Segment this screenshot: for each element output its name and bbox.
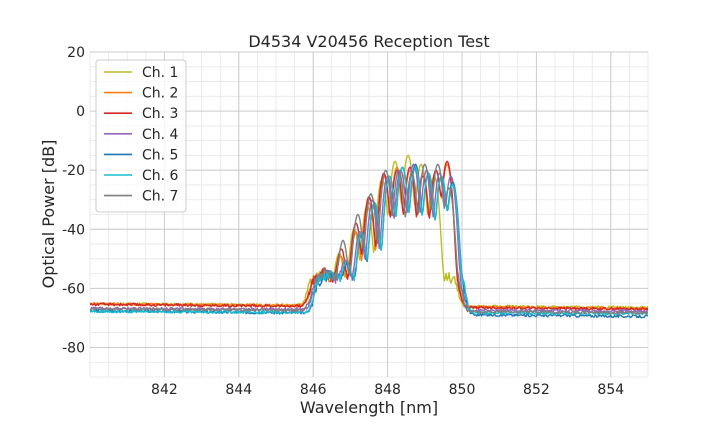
plot-area <box>90 154 648 319</box>
series-line-ch-7 <box>90 163 648 315</box>
x-tick-label: 844 <box>225 382 252 398</box>
y-tick-label: 0 <box>76 104 85 120</box>
y-axis-label: Optical Power [dB] <box>39 140 58 289</box>
legend-label-ch-1: Ch. 1 <box>142 65 178 81</box>
y-tick-label: 20 <box>67 45 85 61</box>
legend-label-ch-7: Ch. 7 <box>142 189 178 205</box>
x-tick-label: 846 <box>300 382 327 398</box>
x-tick-label: 850 <box>449 382 476 398</box>
x-axis-label: Wavelength [nm] <box>300 398 438 417</box>
legend-label-ch-5: Ch. 5 <box>142 147 178 163</box>
legend-box <box>95 59 187 213</box>
x-tick-label: 848 <box>374 382 401 398</box>
chart-title: D4534 V20456 Reception Test <box>248 32 489 51</box>
legend-label-ch-4: Ch. 4 <box>142 127 179 143</box>
x-axis-ticks: 842 844 846 848 850 852 854 <box>151 382 624 398</box>
legend-label-ch-6: Ch. 6 <box>142 168 179 184</box>
y-tick-label: -80 <box>62 340 85 356</box>
series-lines <box>90 154 648 319</box>
y-axis-ticks: 20 0 -20 -40 -60 -80 <box>62 45 85 356</box>
y-tick-label: -20 <box>62 163 85 179</box>
x-tick-label: 852 <box>523 382 550 398</box>
legend-label-ch-3: Ch. 3 <box>142 106 178 122</box>
series-line-ch-4 <box>90 163 648 314</box>
legend: Ch. 1 Ch. 2 Ch. 3 Ch. 4 Ch. 5 Ch. 6 Ch. 7 <box>95 59 187 213</box>
x-tick-label: 842 <box>151 382 178 398</box>
series-line-ch-6 <box>90 166 648 316</box>
x-tick-label: 854 <box>597 382 624 398</box>
legend-label-ch-2: Ch. 2 <box>142 86 178 102</box>
y-tick-label: -60 <box>62 281 85 297</box>
y-tick-label: -40 <box>62 222 85 238</box>
